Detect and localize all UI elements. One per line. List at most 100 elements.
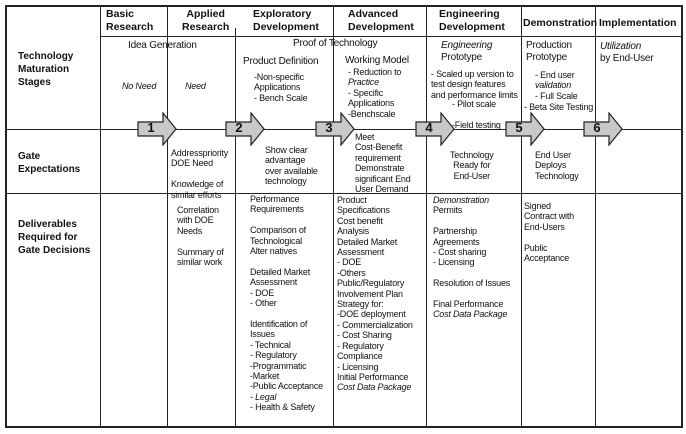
deliverables-engineering-line: Agreements <box>433 236 480 247</box>
gate-advanced-line: Meet <box>355 132 375 142</box>
col-divider <box>235 28 236 427</box>
col-divider <box>426 5 427 427</box>
exploratory-title: Product Definition <box>243 56 319 68</box>
arrow-right-icon <box>225 111 265 147</box>
deliverables-advanced-line: Specifications <box>337 205 390 216</box>
deliverables-exploratory-line <box>250 256 323 266</box>
row-label-deliverables-line: Gate Decisions <box>18 245 91 256</box>
gate-advanced-line: User Demand <box>355 184 409 195</box>
deliverables-demonstration-line: End-Users <box>524 221 565 232</box>
header-divider <box>100 36 682 37</box>
engineering-maturation: - Scaled up version to test design featur… <box>431 69 518 100</box>
deliverables-advanced-line: - Cost Sharing <box>337 330 392 341</box>
deliverables-advanced-line: Analysis <box>337 226 369 237</box>
deliverables-exploratory: Performance Requirements Comparison of Tec… <box>250 194 323 413</box>
col-divider <box>167 5 168 427</box>
idea-generation-label-line: Idea Generation <box>128 40 197 51</box>
row-label-deliverables: Deliverables Required for Gate Decisions <box>18 218 90 257</box>
exploratory-maturation-line: -Non-specific <box>254 72 304 82</box>
demonstration-maturation-line: - Full Scale <box>535 90 578 101</box>
idea-generation-label: Idea Generation <box>128 40 197 52</box>
deliverables-advanced-line: - DOE <box>337 257 362 268</box>
advanced-maturation-line: Practice <box>348 77 379 88</box>
header-implementation-line: Implementation <box>599 17 677 29</box>
proof-of-technology-label: Proof of Technology <box>293 38 378 50</box>
deliverables-exploratory-line: Assessment <box>250 277 298 288</box>
deliverables-engineering-line: Demonstration <box>433 195 489 205</box>
gate-demonstration: End User Deploys Technology <box>535 150 579 181</box>
engineering-maturation-line: - Scaled up version to <box>431 69 514 79</box>
header-exploratory-development: Exploratory Development <box>253 8 319 33</box>
deliverables-applied-line: Summary of <box>177 246 224 257</box>
deliverables-exploratory-line: Detailed Market <box>250 266 311 277</box>
gate-advanced-line: Cost-Benefit <box>355 142 403 153</box>
gate-applied-line: Knowledge of <box>171 179 224 190</box>
engineering-title-line: Engineering <box>441 40 493 51</box>
gate-exploratory-line: over available <box>265 165 318 176</box>
col-divider <box>333 5 334 427</box>
header-applied-research-line: Research <box>182 20 230 33</box>
deliverables-engineering-line <box>433 289 510 299</box>
deliverables-exploratory-line: -Public Acceptance <box>250 381 323 392</box>
gate-exploratory-line: advantage <box>265 155 306 166</box>
demonstration-title: Production Prototype <box>526 40 572 64</box>
gate-arrow-6: 6 <box>583 111 623 147</box>
deliverables-engineering-line <box>433 268 510 278</box>
deliverables-advanced-line: - Commercialization <box>337 319 413 330</box>
deliverables-demonstration-line: Signed <box>524 201 551 211</box>
col-divider <box>521 5 522 427</box>
gate-number: 5 <box>515 120 523 135</box>
deliverables-exploratory-line: - Other <box>250 298 277 309</box>
exploratory-maturation: -Non-specific Applications - Bench Scale <box>254 72 308 103</box>
deliverables-exploratory-line: - Regulatory <box>250 350 297 361</box>
border-right <box>681 5 683 427</box>
gate-engineering-line: Technology <box>450 150 494 160</box>
deliverables-exploratory-line: Identification of <box>250 318 308 329</box>
demonstration-title-line: Production <box>526 40 572 51</box>
header-demonstration-line: Demonstration <box>523 17 598 29</box>
demonstration-maturation-line: validation <box>535 80 572 91</box>
gate-arrow-4: 4 <box>415 111 455 147</box>
gate-exploratory: Show clear advantage over available technol… <box>265 145 318 187</box>
gate-arrow-3: 3 <box>315 111 355 147</box>
row-divider-2 <box>5 193 682 194</box>
gate-applied: Addresspriority DOE Need Knowledge of simi… <box>171 148 228 200</box>
demonstration-title-line: Prototype <box>526 52 568 63</box>
demonstration-maturation-sub-line: - Beta Site Testing <box>524 102 594 112</box>
header-basic-research-line: Basic <box>106 8 135 20</box>
header-exploratory-development-line: Development <box>253 20 319 33</box>
engineering-maturation-sub-line: - Pilot scale <box>452 99 496 109</box>
engineering-maturation-sub-line: -Field testing <box>452 119 501 130</box>
deliverables-advanced-line: -Others <box>337 267 366 278</box>
implementation-maturation-line: Utilization <box>600 41 642 52</box>
header-advanced-development: Advanced Development <box>348 8 414 33</box>
demonstration-maturation-sub: - Beta Site Testing <box>524 102 593 112</box>
row-label-maturation-line: Stages <box>18 77 51 88</box>
advanced-maturation-line: - Specific <box>348 87 384 98</box>
deliverables-exploratory-line: Technological <box>250 235 302 246</box>
header-basic-research-line: Research <box>106 20 154 33</box>
deliverables-engineering-line: - Cost sharing <box>433 247 487 258</box>
advanced-maturation-line: -Benchscale <box>348 108 396 119</box>
deliverables-exploratory-line: Issues <box>250 329 275 340</box>
demonstration-maturation-line: - End user <box>535 70 575 80</box>
arrow-right-icon <box>137 111 177 147</box>
deliverables-advanced-line: Product <box>337 195 367 205</box>
engineering-maturation-sub: - Pilot scale -Field testing <box>452 99 501 130</box>
demonstration-maturation: - End user validation - Full Scale <box>535 70 578 101</box>
deliverables-engineering: Demonstration Permits Partnership Agreemen… <box>433 195 510 320</box>
engineering-maturation-line: test design features <box>431 79 506 90</box>
gate-applied-line <box>171 169 228 179</box>
deliverables-engineering-line <box>433 216 510 226</box>
deliverables-applied-line: with DOE <box>177 215 214 226</box>
gate-exploratory-line: technology <box>265 176 307 187</box>
deliverables-exploratory-line: - DOE <box>250 287 275 298</box>
deliverables-demonstration-line <box>524 232 574 242</box>
gate-number: 2 <box>235 120 243 135</box>
gate-arrow-2: 2 <box>225 111 265 147</box>
gate-advanced-line: Demonstrate <box>355 163 405 174</box>
deliverables-exploratory-line: - Health & Safety <box>250 402 315 413</box>
row-label-gate-expectations: Gate Expectations <box>18 150 80 176</box>
header-advanced-development-line: Development <box>348 20 414 33</box>
